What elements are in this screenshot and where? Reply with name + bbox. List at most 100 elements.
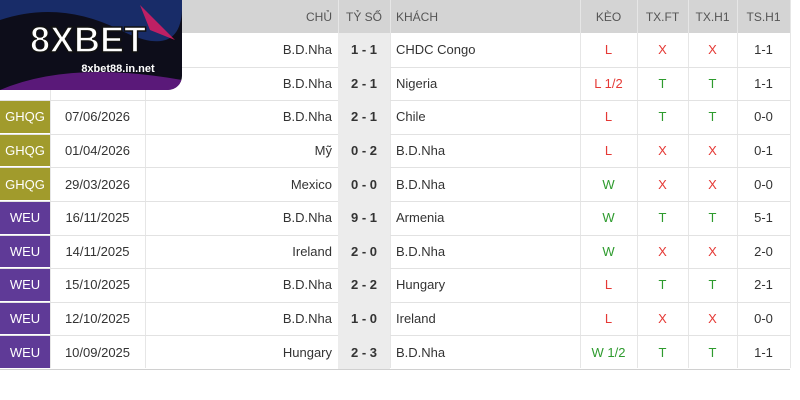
home: B.D.Nha — [282, 311, 332, 327]
away: B.D.Nha — [396, 143, 446, 159]
home: B.D.Nha — [282, 109, 332, 125]
table-bottom — [0, 369, 790, 370]
row-line — [0, 268, 790, 270]
tx-h1: T — [708, 109, 717, 125]
keo: W — [602, 243, 615, 259]
score-bg — [338, 201, 390, 235]
home: Hungary — [282, 344, 332, 360]
tx-h1: T — [708, 344, 717, 360]
league-badge: WEU — [0, 336, 50, 368]
tx-h1: X — [708, 176, 717, 192]
ts-h1: 1-1 — [754, 42, 773, 58]
score-bg — [338, 301, 390, 336]
tx-h1: X — [708, 243, 717, 259]
score: 1 - 0 — [350, 311, 377, 327]
header-cell: KHÁCH — [390, 0, 580, 33]
match-date: 10/09/2025 — [64, 344, 131, 360]
tx-ft: X — [658, 243, 667, 259]
score: 9 - 1 — [350, 210, 377, 226]
score: 2 - 3 — [350, 344, 377, 360]
score-bg — [338, 66, 390, 101]
keo: W 1/2 — [591, 344, 626, 360]
logo-site: 8xbet88.in.net — [81, 63, 155, 75]
match-date: 01/04/2026 — [64, 143, 131, 159]
away: B.D.Nha — [396, 176, 446, 192]
row-line — [0, 234, 790, 236]
tx-h1: T — [708, 75, 717, 91]
score-bg — [338, 133, 390, 168]
keo: L — [604, 42, 613, 58]
match-date: 15/10/2025 — [64, 277, 131, 293]
keo: L — [604, 311, 613, 327]
column-line — [580, 0, 581, 368]
league-badge: GHQG — [0, 101, 50, 133]
away: Armenia — [396, 210, 445, 226]
ts-h1: 1-1 — [754, 75, 773, 91]
tx-h1: X — [708, 143, 717, 159]
row-line — [0, 335, 790, 337]
keo: L — [604, 143, 613, 159]
score: 0 - 0 — [350, 176, 377, 192]
match-date: 29/03/2026 — [64, 176, 131, 192]
league-badge: WEU — [0, 235, 50, 268]
score-bg — [338, 167, 390, 201]
ts-h1: 0-0 — [754, 176, 773, 192]
score: 2 - 2 — [350, 277, 377, 293]
score: 2 - 0 — [350, 243, 377, 259]
ts-h1: 0-0 — [754, 109, 773, 125]
score-bg — [338, 335, 390, 369]
ts-h1: 0-0 — [754, 311, 773, 327]
away: Chile — [396, 109, 426, 125]
keo: L — [604, 277, 613, 293]
column-line — [790, 0, 791, 368]
away: Hungary — [396, 277, 446, 293]
ts-h1: 2-0 — [754, 243, 773, 259]
match-date: 16/11/2025 — [65, 210, 130, 226]
ts-h1: 2-1 — [754, 277, 773, 293]
home: Mỹ — [314, 143, 332, 159]
logo-art: 8XBET 8xbet88.in.net — [0, 0, 182, 90]
keo: L 1/2 — [594, 75, 623, 91]
match-date: 12/10/2025 — [64, 311, 131, 327]
tx-ft: X — [658, 311, 667, 327]
ts-h1: 0-1 — [754, 143, 773, 159]
keo: W — [602, 210, 615, 226]
column-line — [390, 0, 391, 368]
league-badge: WEU — [0, 302, 50, 335]
away: Nigeria — [396, 75, 438, 91]
tx-ft: X — [658, 42, 667, 58]
tx-h1: X — [708, 311, 717, 327]
tx-ft: X — [658, 143, 667, 159]
column-line — [145, 0, 146, 368]
home: Ireland — [292, 243, 332, 259]
home: B.D.Nha — [282, 210, 332, 226]
tx-ft: T — [658, 344, 667, 360]
away: Ireland — [396, 311, 436, 327]
home: B.D.Nha — [282, 277, 332, 293]
tx-ft: T — [658, 75, 667, 91]
tx-ft: T — [658, 109, 667, 125]
row-line — [0, 167, 790, 169]
league-badge: WEU — [0, 202, 50, 234]
column-line — [688, 0, 689, 368]
league-badge: GHQG — [0, 134, 50, 167]
logo-brand: 8XBET — [30, 19, 146, 60]
score-bg — [338, 268, 390, 302]
keo: L — [604, 109, 613, 125]
home: Mexico — [290, 176, 332, 192]
tx-h1: X — [708, 42, 717, 58]
tx-ft: X — [658, 176, 667, 192]
away: CHDC Congo — [396, 42, 476, 58]
header-cell: KÈO — [580, 0, 637, 33]
column-line — [737, 0, 738, 368]
header-cell: TS.H1 — [737, 0, 790, 33]
row-line — [0, 301, 790, 303]
score: 1 - 1 — [350, 42, 377, 58]
header-cell: TX.H1 — [688, 0, 737, 33]
score: 2 - 1 — [350, 109, 377, 125]
score-bg — [338, 234, 390, 269]
home: B.D.Nha — [282, 42, 332, 58]
header-cell: TX.FT — [637, 0, 688, 33]
row-line — [0, 201, 790, 202]
